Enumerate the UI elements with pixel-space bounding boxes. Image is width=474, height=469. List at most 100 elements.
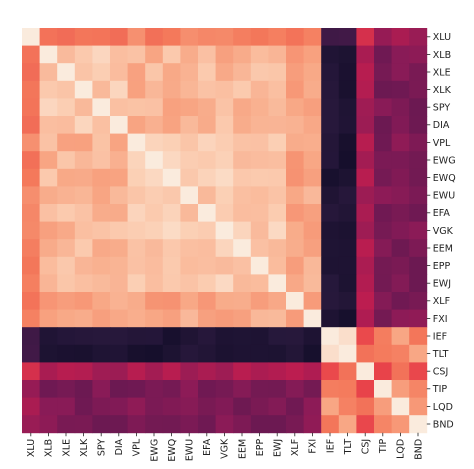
heatmap-cell-dia-spy: [92, 116, 111, 134]
heatmap-cell-ewq-dia: [110, 168, 128, 187]
heatmap-cell-spy-ewu: [180, 98, 199, 117]
heatmap-cell-tlt-xlu: [22, 344, 40, 363]
heatmap-cell-bnd-spy: [92, 415, 111, 434]
heatmap-cell-fxi-vpl: [127, 309, 146, 328]
heatmap-cell-xlb-spy: [92, 45, 111, 64]
heatmap-cell-tip-xlk: [74, 380, 93, 398]
heatmap-cell-vgk-xle: [57, 221, 76, 240]
heatmap-cell-xlb-csj: [356, 45, 375, 64]
heatmap-cell-epp-eem: [233, 256, 252, 275]
heatmap-cell-xlk-dia: [110, 80, 128, 99]
heatmap-cell-epp-xlk: [74, 256, 93, 275]
heatmap-cell-csj-xlf: [286, 362, 304, 381]
heatmap-cell-xlb-lqd: [391, 45, 410, 64]
heatmap-cell-ewu-efa: [198, 186, 216, 205]
heatmap-cell-xlk-bnd: [409, 80, 428, 99]
heatmap-cell-lqd-spy: [92, 397, 111, 416]
y-tick-label-xlu: XLU: [433, 32, 451, 43]
heatmap-cell-xlk-ief: [321, 80, 340, 99]
heatmap-cell-xle-ewu: [180, 63, 199, 82]
heatmap-cell-fxi-ewj: [268, 309, 287, 328]
heatmap-cell-vgk-dia: [110, 221, 128, 240]
heatmap-cell-efa-spy: [92, 204, 111, 222]
heatmap-cell-dia-xlk: [74, 116, 93, 134]
heatmap-cell-ewj-spy: [92, 274, 111, 293]
x-tick-label-ewq: EWQ: [167, 439, 178, 462]
heatmap-cell-tip-csj: [356, 380, 375, 398]
heatmap-cell-lqd-tip: [374, 397, 392, 416]
heatmap-cell-xlu-ewg: [145, 28, 164, 46]
y-tick-label-ewj: EWJ: [433, 279, 451, 290]
heatmap-cell-xlk-ewu: [180, 80, 199, 99]
heatmap-cell-xlk-xlk: [74, 80, 93, 99]
heatmap-cell-ewj-xlb: [39, 274, 58, 293]
heatmap-cell-ewq-xlu: [22, 168, 40, 187]
heatmap-cell-ewu-csj: [356, 186, 375, 205]
x-tick-label-vgk: VGK: [220, 438, 231, 459]
heatmap-cell-ewj-efa: [198, 274, 216, 293]
heatmap-cell-epp-efa: [198, 256, 216, 275]
x-tick-label-ewu: EWU: [185, 439, 196, 461]
heatmap-cell-ewg-xle: [57, 151, 76, 170]
heatmap-cell-eem-tip: [374, 239, 392, 258]
heatmap-cell-ief-eem: [233, 327, 252, 346]
heatmap-cell-fxi-tlt: [338, 309, 357, 328]
x-tick-label-lqd: LQD: [396, 439, 407, 459]
heatmap-cell-fxi-efa: [198, 309, 216, 328]
heatmap-cell-ief-epp: [250, 327, 269, 346]
y-tick-label-lqd: LQD: [433, 402, 453, 413]
heatmap-cell-bnd-ewg: [145, 415, 164, 434]
heatmap-cell-ief-ief: [321, 327, 340, 346]
y-tick-label-spy: SPY: [433, 103, 451, 114]
heatmap-cell-tip-spy: [92, 380, 111, 398]
heatmap-cell-lqd-ewg: [145, 397, 164, 416]
heatmap-cell-xlf-tlt: [338, 292, 357, 310]
heatmap-cell-ewg-ewq: [162, 151, 181, 170]
heatmap-cell-ewu-vgk: [215, 186, 234, 205]
heatmap-cell-ewj-epp: [250, 274, 269, 293]
heatmap-cell-vgk-bnd: [409, 221, 428, 240]
heatmap-cell-vpl-ewq: [162, 133, 181, 152]
heatmap-cell-csj-spy: [92, 362, 111, 381]
heatmap-cell-ewq-epp: [250, 168, 269, 187]
heatmap-cell-ewj-bnd: [409, 274, 428, 293]
heatmap-cell-vgk-xlk: [74, 221, 93, 240]
heatmap-cell-lqd-xlu: [22, 397, 40, 416]
heatmap-cell-ewg-xlf: [286, 151, 304, 170]
heatmap-cell-xlb-fxi: [303, 45, 322, 64]
heatmap-cell-xlu-ewj: [268, 28, 287, 46]
heatmap-cell-bnd-eem: [233, 415, 252, 434]
heatmap-cell-ief-lqd: [391, 327, 410, 346]
heatmap-cell-ewq-ewq: [162, 168, 181, 187]
heatmap-cell-csj-fxi: [303, 362, 322, 381]
heatmap-cell-xlk-tlt: [338, 80, 357, 99]
heatmap-cell-xlk-csj: [356, 80, 375, 99]
heatmap-cell-spy-xlb: [39, 98, 58, 117]
heatmap-cell-csj-bnd: [409, 362, 428, 381]
heatmap-cell-ewj-xlf: [286, 274, 304, 293]
heatmap-cell-xlu-ewu: [180, 28, 199, 46]
heatmap-cell-csj-tlt: [338, 362, 357, 381]
heatmap-cell-ewq-vpl: [127, 168, 146, 187]
heatmap-cell-xlf-xlf: [286, 292, 304, 310]
heatmap-cell-tip-eem: [233, 380, 252, 398]
heatmap-cell-epp-ewg: [145, 256, 164, 275]
heatmap-cell-bnd-ief: [321, 415, 340, 434]
heatmap-cell-vgk-spy: [92, 221, 111, 240]
heatmap-cell-ief-xlk: [74, 327, 93, 346]
heatmap-cells: [22, 28, 428, 434]
heatmap-cell-dia-ewu: [180, 116, 199, 134]
x-tick-label-fxi: FXI: [308, 439, 319, 454]
heatmap-cell-eem-tlt: [338, 239, 357, 258]
heatmap-cell-tip-ewj: [268, 380, 287, 398]
heatmap-cell-xlu-xlu: [22, 28, 40, 46]
heatmap-cell-eem-xlf: [286, 239, 304, 258]
heatmap-cell-dia-vgk: [215, 116, 234, 134]
heatmap-cell-eem-vpl: [127, 239, 146, 258]
heatmap-cell-xlf-epp: [250, 292, 269, 310]
heatmap-cell-csj-eem: [233, 362, 252, 381]
heatmap-cell-xle-vgk: [215, 63, 234, 82]
heatmap-cell-bnd-csj: [356, 415, 375, 434]
heatmap-cell-xlb-xlk: [74, 45, 93, 64]
heatmap-cell-xlf-ewg: [145, 292, 164, 310]
